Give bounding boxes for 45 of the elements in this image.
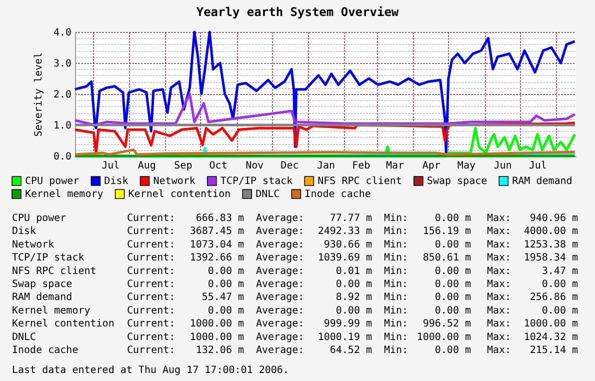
x-tick-label: Jun	[494, 160, 512, 172]
chart-title: Yearly earth System Overview	[196, 5, 400, 19]
x-tick-label: Jul	[102, 160, 120, 172]
y-axis-title: Severity level	[33, 52, 44, 137]
legend-label: CPU power	[25, 176, 80, 187]
y-tick-label: 2.0	[53, 90, 72, 100]
text: DNLC Current: 1000.00 m Average: 1000.19 m Min: 1000.00 m Max: 1024.32 m	[12, 332, 578, 343]
text: Inode cache Current: 132.06 m Average: 64.52 m Min: 0.00 m Max: 215.14 m	[12, 345, 578, 356]
x-tick-label: Dec	[280, 160, 299, 172]
y-tick-label: 3.0	[53, 58, 72, 70]
text: Network Current: 1073.04 m Average: 930.66 m Min: 0.00 m Max: 1253.38 m	[12, 239, 578, 250]
legend-label: DNLC	[256, 189, 280, 200]
legend-label: TCP/IP stack	[220, 176, 293, 187]
x-tick-label: Feb	[352, 160, 370, 172]
legend-label: Network	[153, 176, 196, 187]
x-tick-label: Mar	[386, 160, 404, 172]
line-series	[74, 30, 576, 154]
x-tick-label: Oct	[209, 160, 228, 172]
legend-label: Disk	[104, 176, 128, 187]
y-tick-label: 0.0	[53, 152, 72, 162]
legend-label: RAM demand	[512, 176, 572, 187]
legend-label: Swap space	[426, 176, 488, 187]
text: CPU power Current: 666.83 m Average: 77.77 m Min: 0.00 m Max: 940.96 m	[12, 213, 578, 224]
x-tick-label: Jul	[528, 160, 547, 172]
legend-label: Inode cache	[304, 189, 371, 200]
x-tick-label: Jan	[316, 160, 336, 172]
text: NFS RPC client Current: 0.00 m Average: 0.01 m Min: 0.00 m Max: 3.47 m	[12, 266, 578, 277]
legend-label: NFS RPC client	[318, 176, 402, 187]
line-series	[74, 92, 576, 126]
text: Last data entered at Thu Aug 17 17:00:01 2006.	[12, 365, 289, 376]
text: RAM demand Current: 55.47 m Average: 8.92 m Min: 0.00 m Max: 256.86 m	[12, 292, 578, 304]
text: Swap space Current: 0.00 m Average: 0.00 m Min: 0.00 m Max: 0.00 m	[12, 279, 578, 290]
text: Disk Current: 3687.45 m Average: 2492.33 m Min: 156.19 m Max: 4000.00 m	[12, 226, 578, 238]
legend-label: Kernel contention	[128, 189, 231, 200]
x-tick-label: Sep	[174, 160, 192, 172]
text: Kernel memory Current: 0.00 m Average: 0.00 m Min: 0.00 m Max: 0.00 m	[12, 305, 578, 316]
y-tick-label: 1.0	[53, 120, 72, 132]
text: TCP/IP stack Current: 1392.66 m Average: 1039.69 m Min: 850.61 m Max: 1958.34 m	[12, 252, 578, 264]
x-tick-label: May	[457, 160, 476, 172]
x-tick-label: Aug	[138, 160, 156, 172]
x-tick-label: Nov	[246, 160, 264, 172]
y-tick-label: 4.0	[53, 28, 72, 38]
x-tick-label: Apr	[422, 160, 440, 172]
text: Kernel contention Current: 1000.00 m Average: 999.99 m Min: 996.52 m Max: 1000.00 m	[12, 318, 578, 330]
legend-label: Kernel memory	[25, 189, 104, 200]
